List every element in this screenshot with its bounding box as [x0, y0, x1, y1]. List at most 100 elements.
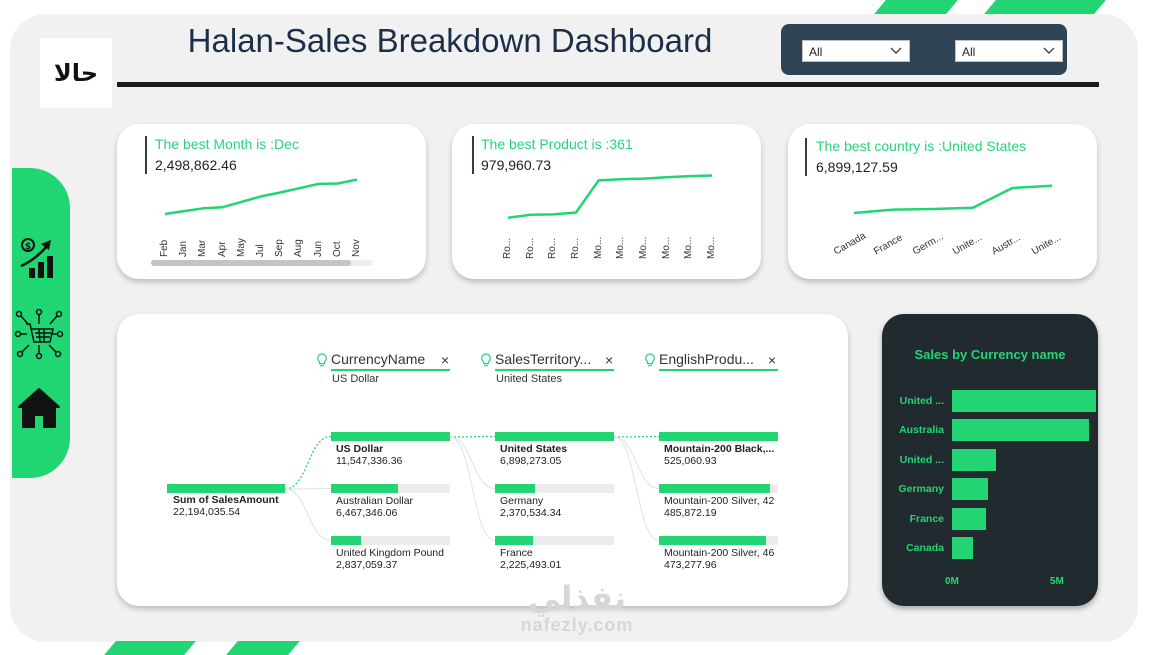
- watermark-logo: نفذلي nafezly.com: [520, 579, 634, 635]
- halan-logo: حالا: [40, 38, 112, 108]
- root-node-label: Sum of SalesAmount: [173, 494, 279, 506]
- x-tick-label: Ro...: [524, 237, 536, 259]
- x-tick-label: Mo...: [592, 236, 604, 259]
- level-selected-value: US Dollar: [332, 373, 380, 385]
- bar[interactable]: [952, 537, 974, 559]
- sidebar-nav: $: [12, 168, 70, 478]
- level-header-territory[interactable]: SalesTerritory...: [495, 351, 592, 367]
- x-tick-label: Ro...: [502, 237, 513, 259]
- top-stripe-1: [874, 0, 958, 14]
- x-tick-label: May: [235, 238, 247, 257]
- series-line: [853, 184, 1053, 215]
- decomposition-connectors: [284, 435, 660, 541]
- x-tick-label: Mo...: [660, 236, 672, 259]
- x-tick-label: Feb: [159, 239, 170, 257]
- chart-scrollbar-thumb[interactable]: [151, 260, 351, 266]
- node-bar[interactable]: [659, 536, 767, 545]
- x-tick-label: Mo...: [615, 236, 627, 259]
- node-bar[interactable]: [331, 432, 450, 441]
- kpi-value: 6,899,127.59: [816, 159, 898, 175]
- lightbulb-icon[interactable]: [644, 353, 656, 367]
- node-bar[interactable]: [495, 536, 534, 545]
- connector-line: [284, 435, 332, 490]
- node-bar[interactable]: [495, 432, 614, 441]
- root-node-bar[interactable]: [167, 484, 285, 493]
- filter-select-2[interactable]: All: [955, 40, 1063, 62]
- category-label: France: [909, 512, 944, 525]
- lightbulb-icon[interactable]: [316, 353, 328, 367]
- root-node-value: 22,194,035.54: [173, 506, 241, 518]
- node-bar[interactable]: [331, 484, 398, 493]
- sparkline-chart: [164, 178, 358, 216]
- kpi-card-best-product[interactable]: The best Product is :361 979,960.73 Ro..…: [452, 124, 761, 279]
- series-line: [164, 178, 358, 216]
- kpi-accent-bar: [472, 136, 474, 174]
- category-label: Australia: [899, 424, 944, 437]
- cart-network-icon[interactable]: [14, 308, 64, 360]
- x-tick-label: Mo...: [638, 236, 649, 259]
- node-label: US Dollar: [336, 443, 384, 455]
- axis-tick-label: 0M: [945, 576, 959, 587]
- filter-select-1-value: All: [809, 45, 823, 59]
- logo-text: حالا: [53, 59, 99, 87]
- kpi-accent-bar: [805, 138, 807, 176]
- kpi-title: The best Product is :361: [481, 136, 633, 152]
- sales-growth-icon[interactable]: $: [17, 232, 61, 280]
- level-header-underline: [659, 369, 778, 371]
- close-icon[interactable]: ×: [605, 352, 614, 368]
- node-value: 2,837,059.37: [336, 559, 398, 571]
- home-icon[interactable]: [15, 383, 63, 431]
- x-tick-label: Oct: [331, 241, 343, 257]
- x-tick-label: Jul: [255, 244, 266, 257]
- connector-line: [284, 488, 332, 541]
- connector-line: [449, 436, 496, 489]
- x-tick-label: Mo...: [706, 236, 717, 259]
- top-stripe-2: [984, 0, 1106, 14]
- bar[interactable]: [952, 478, 989, 501]
- node-bar[interactable]: [331, 536, 361, 545]
- axis-tick-label: 5M: [1050, 576, 1064, 587]
- filter-select-1[interactable]: All: [802, 40, 910, 62]
- chevron-down-icon: [890, 47, 902, 54]
- close-icon[interactable]: ×: [441, 352, 450, 368]
- node-label: Mountain-200 Black,...: [664, 443, 775, 455]
- node-label: France: [500, 547, 533, 559]
- x-tick-label: Apr: [216, 241, 228, 257]
- category-label: Canada: [906, 542, 944, 554]
- bottom-stripe-2: [226, 641, 300, 655]
- kpi-title: The best country is :United States: [816, 138, 1027, 154]
- lightbulb-icon[interactable]: [480, 353, 492, 367]
- node-value: 2,370,534.34: [500, 507, 562, 519]
- node-value: 6,898,273.05: [500, 455, 562, 467]
- category-label: Germany: [898, 483, 944, 496]
- connector-line: [449, 436, 496, 541]
- node-bar[interactable]: [659, 484, 770, 493]
- level-selected-value: United States: [496, 373, 563, 385]
- node-bar-track: [495, 536, 614, 545]
- node-bar[interactable]: [659, 432, 778, 441]
- node-label: Australian Dollar: [336, 495, 414, 507]
- bottom-stripe-1: [104, 641, 196, 655]
- title-divider: [117, 82, 1099, 87]
- node-value: 525,060.93: [664, 455, 717, 467]
- kpi-title: The best Month is :Dec: [155, 136, 299, 152]
- level-header-underline: [495, 369, 614, 371]
- bar[interactable]: [952, 448, 996, 471]
- bar[interactable]: [952, 419, 1090, 442]
- connector-line: [284, 488, 332, 490]
- connector-line: [613, 435, 660, 438]
- kpi-card-best-month[interactable]: The best Month is :Dec 2,498,862.46 Feb J…: [117, 124, 426, 279]
- bar[interactable]: [952, 390, 1096, 412]
- x-tick-label: Ro...: [547, 237, 559, 259]
- page-title: Halan-Sales Breakdown Dashboard: [187, 22, 713, 59]
- level-header-currency[interactable]: CurrencyName: [331, 351, 426, 367]
- x-tick-label: Mar: [197, 239, 209, 257]
- node-bar[interactable]: [495, 484, 536, 493]
- filter-select-2-value: All: [962, 45, 976, 59]
- chart-title: Sales by Currency name: [914, 347, 1066, 362]
- bar[interactable]: [952, 507, 987, 530]
- kpi-card-best-country[interactable]: The best country is :United States 6,899…: [788, 124, 1097, 279]
- level-header-product[interactable]: EnglishProdu...: [659, 351, 754, 367]
- node-label: United Kingdom Pound: [336, 547, 444, 559]
- close-icon[interactable]: ×: [768, 352, 777, 368]
